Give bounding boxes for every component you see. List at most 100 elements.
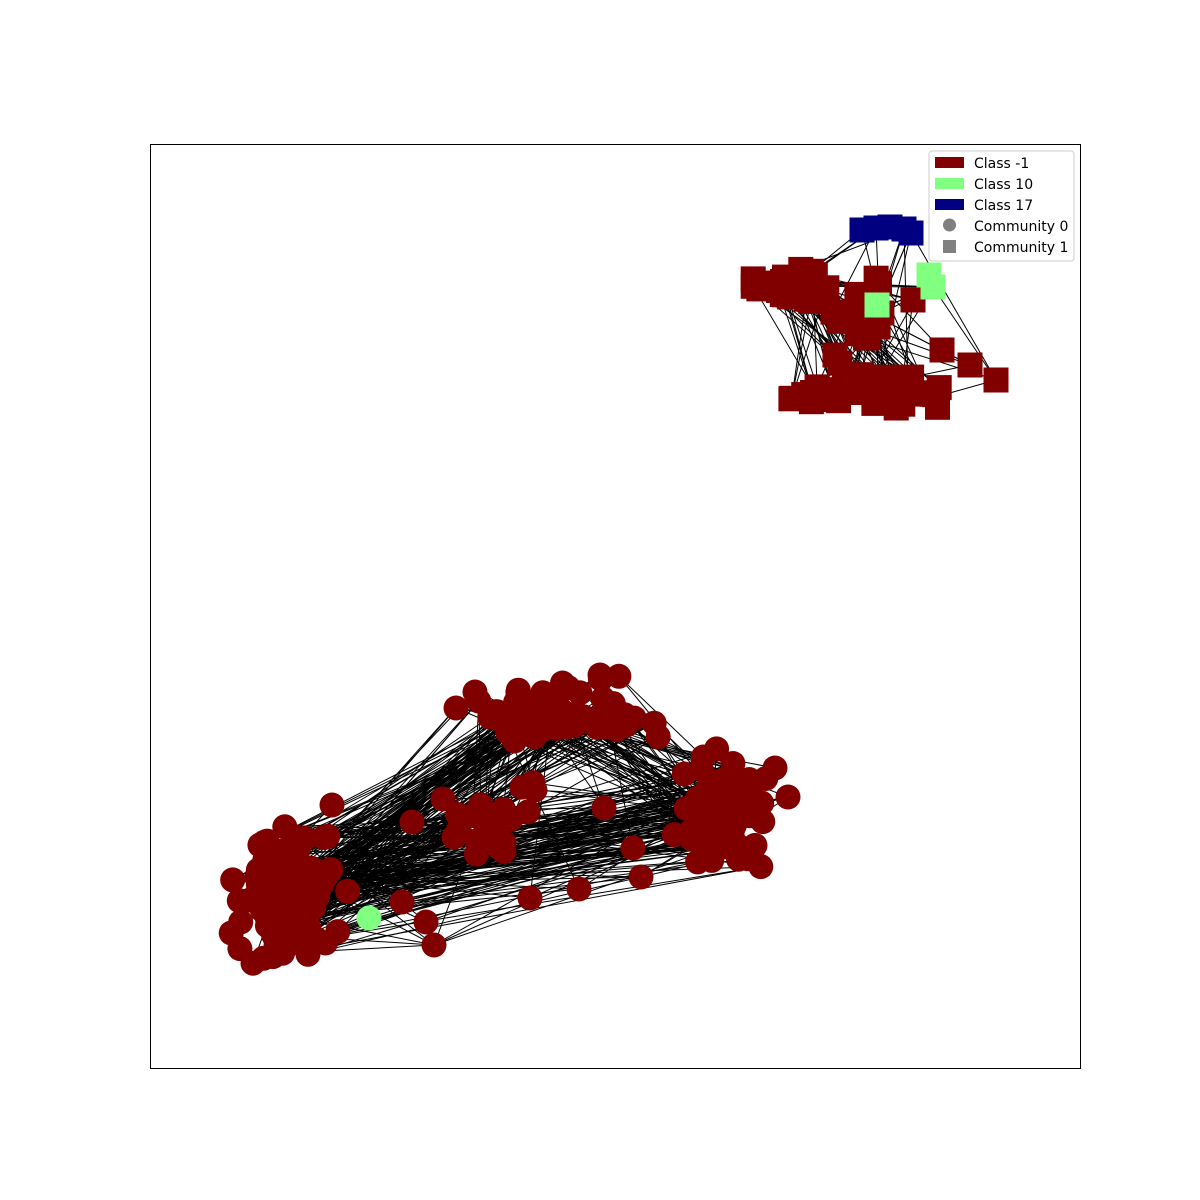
node-circle-class-minus-1 bbox=[550, 670, 575, 696]
node-square-class-minus-1 bbox=[822, 342, 848, 368]
node-circle-class-minus-1 bbox=[515, 799, 541, 825]
node-circle-class-minus-1 bbox=[762, 755, 788, 781]
node-circle-class-minus-1 bbox=[704, 736, 730, 762]
node-circle-class-minus-1 bbox=[742, 832, 768, 858]
node-circle-class-minus-1 bbox=[270, 940, 296, 966]
node-square-class-minus-1 bbox=[863, 265, 889, 291]
node-circle-class-minus-1 bbox=[736, 767, 762, 792]
node-circle-class-minus-1 bbox=[399, 809, 425, 835]
node-circle-class-minus-1 bbox=[591, 795, 617, 821]
legend-entry-class-10: Class 10 bbox=[935, 177, 1033, 193]
edge bbox=[294, 740, 515, 838]
legend-swatch-class-minus-1 bbox=[935, 157, 964, 168]
node-circle-class-minus-1 bbox=[441, 824, 467, 850]
node-square-class-minus-1 bbox=[804, 374, 830, 400]
edge bbox=[284, 826, 460, 829]
legend-swatch-class-10 bbox=[935, 178, 964, 189]
node-circle-class-minus-1 bbox=[522, 777, 548, 803]
node-circle-class-minus-1 bbox=[303, 926, 329, 952]
node-square-class-minus-1 bbox=[836, 377, 861, 403]
node-circle-class-10 bbox=[356, 905, 382, 931]
legend-label-community-1: Community 1 bbox=[974, 240, 1068, 256]
node-circle-class-minus-1 bbox=[471, 822, 497, 848]
node-circle-class-minus-1 bbox=[272, 814, 298, 840]
legend-entry-community-0: Community 0 bbox=[943, 218, 1068, 235]
edge bbox=[338, 729, 479, 814]
node-circle-class-minus-1 bbox=[311, 825, 337, 851]
node-circle-class-minus-1 bbox=[259, 906, 285, 932]
node-circle-class-minus-1 bbox=[220, 867, 246, 893]
legend-label-class-minus-1: Class -1 bbox=[974, 156, 1029, 172]
node-circle-class-minus-1 bbox=[443, 695, 469, 721]
node-square-class-minus-1 bbox=[929, 337, 955, 363]
edge bbox=[307, 709, 524, 877]
node-circle-class-minus-1 bbox=[671, 761, 697, 787]
node-circle-class-minus-1 bbox=[606, 663, 632, 689]
edge bbox=[292, 844, 756, 905]
node-circle-class-minus-1 bbox=[517, 885, 543, 911]
node-square-class-10 bbox=[864, 292, 890, 318]
node-square-class-minus-1 bbox=[855, 325, 881, 351]
node-circle-class-minus-1 bbox=[520, 708, 546, 733]
node-square-class-minus-1 bbox=[798, 288, 824, 314]
node-circle-class-minus-1 bbox=[389, 889, 415, 915]
node-circle-class-minus-1 bbox=[566, 876, 592, 902]
edge bbox=[482, 804, 698, 839]
node-square-class-minus-1 bbox=[983, 367, 1009, 393]
legend-label-class-10: Class 10 bbox=[974, 177, 1033, 193]
node-circle-class-minus-1 bbox=[240, 950, 266, 976]
legend-entry-community-1: Community 1 bbox=[943, 240, 1068, 256]
edge bbox=[297, 840, 720, 919]
node-square-class-minus-1 bbox=[820, 299, 846, 325]
node-circle-class-minus-1 bbox=[645, 724, 671, 750]
node-circle-class-minus-1 bbox=[255, 852, 281, 878]
edge bbox=[330, 781, 716, 871]
legend-marker-square bbox=[943, 240, 956, 253]
node-circle-class-minus-1 bbox=[587, 662, 613, 688]
axes-frame bbox=[150, 144, 1081, 1069]
legend-box bbox=[928, 150, 1075, 262]
node-circle-class-minus-1 bbox=[460, 803, 486, 828]
node-circle-class-minus-1 bbox=[226, 888, 252, 914]
edge bbox=[263, 708, 524, 843]
node-circle-class-minus-1 bbox=[604, 717, 630, 743]
legend: Class -1 Class 10 Class 17 Community 0 C… bbox=[928, 150, 1075, 262]
node-circle-class-minus-1 bbox=[286, 871, 312, 897]
node-square-class-minus-1 bbox=[870, 375, 896, 401]
node-circle-class-minus-1 bbox=[280, 834, 306, 860]
edge bbox=[311, 867, 642, 878]
node-square-class-minus-1 bbox=[802, 262, 828, 288]
nodes-layer bbox=[218, 214, 1009, 976]
node-circle-class-minus-1 bbox=[487, 799, 513, 825]
node-square-class-17 bbox=[898, 220, 924, 246]
node-circle-class-minus-1 bbox=[491, 829, 517, 855]
node-circle-class-minus-1 bbox=[600, 691, 626, 717]
node-circle-class-minus-1 bbox=[413, 909, 439, 935]
legend-entry-class-17: Class 17 bbox=[935, 198, 1033, 214]
node-circle-class-minus-1 bbox=[462, 679, 488, 705]
node-circle-class-minus-1 bbox=[308, 873, 334, 899]
node-circle-class-minus-1 bbox=[430, 786, 456, 812]
legend-swatch-class-17 bbox=[935, 199, 964, 210]
node-square-class-10 bbox=[920, 274, 946, 300]
node-circle-class-minus-1 bbox=[628, 864, 654, 890]
node-circle-class-minus-1 bbox=[325, 919, 351, 945]
edge bbox=[288, 718, 569, 944]
node-square-class-minus-1 bbox=[925, 394, 950, 420]
node-circle-class-minus-1 bbox=[282, 908, 308, 934]
node-circle-class-minus-1 bbox=[335, 878, 361, 904]
edge bbox=[307, 829, 722, 955]
legend-marker-circle bbox=[943, 218, 956, 232]
node-square-class-minus-1 bbox=[842, 304, 868, 330]
node-circle-class-minus-1 bbox=[550, 699, 576, 725]
legend-label-community-0: Community 0 bbox=[974, 219, 1068, 235]
node-circle-class-minus-1 bbox=[620, 835, 646, 861]
node-circle-class-minus-1 bbox=[721, 814, 747, 840]
node-circle-class-minus-1 bbox=[677, 819, 703, 845]
edge bbox=[932, 286, 997, 381]
node-square-class-minus-1 bbox=[957, 352, 983, 378]
node-circle-class-minus-1 bbox=[501, 700, 527, 726]
node-circle-class-minus-1 bbox=[729, 795, 755, 820]
node-circle-class-minus-1 bbox=[421, 932, 447, 958]
